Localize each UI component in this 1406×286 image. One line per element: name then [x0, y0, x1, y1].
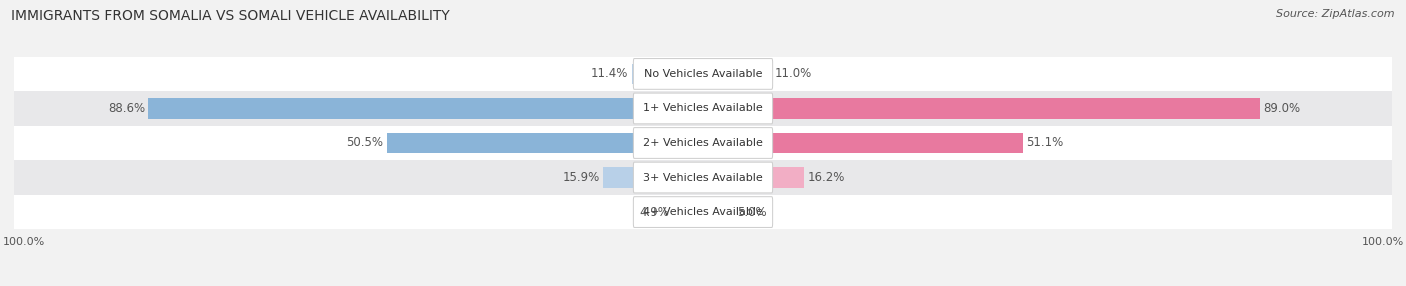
Bar [387, 133, 703, 153]
Text: No Vehicles Available: No Vehicles Available [644, 69, 762, 79]
Bar [148, 98, 703, 119]
Text: 11.4%: 11.4% [591, 67, 628, 80]
Bar [703, 98, 1260, 119]
Bar [14, 91, 1392, 126]
Bar [703, 202, 734, 223]
Text: 2+ Vehicles Available: 2+ Vehicles Available [643, 138, 763, 148]
Bar [631, 63, 703, 84]
FancyBboxPatch shape [633, 162, 773, 193]
Text: 16.2%: 16.2% [807, 171, 845, 184]
Text: 4.9%: 4.9% [640, 206, 669, 219]
Text: IMMIGRANTS FROM SOMALIA VS SOMALI VEHICLE AVAILABILITY: IMMIGRANTS FROM SOMALIA VS SOMALI VEHICL… [11, 9, 450, 23]
Text: 5.0%: 5.0% [738, 206, 768, 219]
Text: 1+ Vehicles Available: 1+ Vehicles Available [643, 104, 763, 114]
Text: 50.5%: 50.5% [347, 136, 384, 150]
FancyBboxPatch shape [633, 93, 773, 124]
Bar [672, 202, 703, 223]
Text: Source: ZipAtlas.com: Source: ZipAtlas.com [1277, 9, 1395, 19]
Bar [14, 195, 1392, 229]
Bar [603, 167, 703, 188]
Bar [14, 57, 1392, 91]
Bar [703, 133, 1024, 153]
Bar [703, 63, 772, 84]
FancyBboxPatch shape [633, 128, 773, 158]
FancyBboxPatch shape [633, 197, 773, 227]
Text: 3+ Vehicles Available: 3+ Vehicles Available [643, 172, 763, 182]
Bar [14, 160, 1392, 195]
Text: 11.0%: 11.0% [775, 67, 813, 80]
Text: 51.1%: 51.1% [1026, 136, 1063, 150]
FancyBboxPatch shape [633, 59, 773, 89]
Text: 88.6%: 88.6% [108, 102, 145, 115]
Text: 15.9%: 15.9% [562, 171, 600, 184]
Bar [703, 167, 804, 188]
Bar [14, 126, 1392, 160]
Text: 89.0%: 89.0% [1264, 102, 1301, 115]
Text: 4+ Vehicles Available: 4+ Vehicles Available [643, 207, 763, 217]
